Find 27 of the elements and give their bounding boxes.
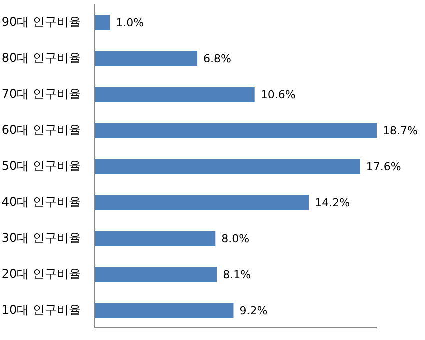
data-label: 9.2% bbox=[240, 304, 268, 318]
y-tick-label: 40대 인구비율 bbox=[2, 195, 81, 210]
data-label: 8.0% bbox=[222, 232, 250, 246]
y-tick-label: 30대 인구비율 bbox=[2, 231, 81, 246]
y-tick-label: 50대 인구비율 bbox=[2, 159, 81, 174]
data-label: 6.8% bbox=[204, 52, 232, 66]
bar bbox=[95, 123, 377, 138]
data-label: 10.6% bbox=[260, 88, 296, 102]
y-tick-label: 60대 인구비율 bbox=[2, 123, 81, 138]
y-tick-label: 20대 인구비율 bbox=[2, 267, 81, 282]
bar bbox=[95, 159, 360, 174]
data-label: 18.7% bbox=[383, 124, 418, 138]
bar bbox=[95, 51, 198, 66]
bar bbox=[95, 15, 110, 30]
data-label: 1.0% bbox=[116, 16, 144, 30]
bar bbox=[95, 87, 255, 102]
y-tick-label: 10대 인구비율 bbox=[2, 303, 81, 318]
y-tick-label: 80대 인구비율 bbox=[2, 51, 81, 66]
y-tick-label: 70대 인구비율 bbox=[2, 87, 81, 102]
data-label: 8.1% bbox=[223, 268, 252, 282]
data-label: 17.6% bbox=[366, 160, 402, 174]
bar bbox=[95, 303, 234, 318]
data-label: 14.2% bbox=[315, 196, 350, 210]
bar bbox=[95, 195, 310, 210]
y-tick-label: 90대 인구비율 bbox=[2, 15, 81, 30]
bar bbox=[95, 267, 218, 282]
bar bbox=[95, 231, 216, 246]
